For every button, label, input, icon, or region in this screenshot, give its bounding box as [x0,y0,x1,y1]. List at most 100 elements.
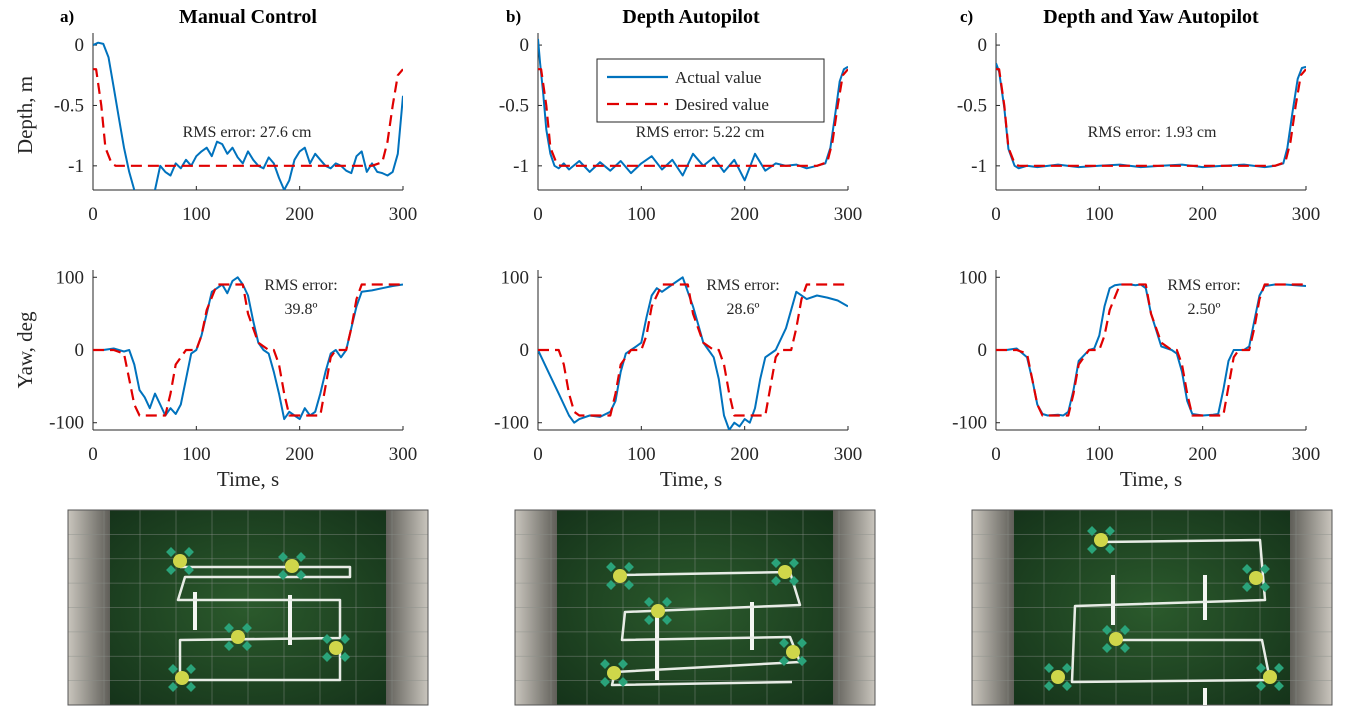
robot-body [1109,632,1123,646]
y-tick-label: -100 [49,413,84,434]
series-group [996,62,1306,170]
robot-fin [278,552,288,562]
robot-fin [278,570,288,580]
y-tick-label: -100 [952,413,987,434]
robot-fin [184,547,194,557]
series-desired-line [996,68,1306,167]
robot-marker [771,558,799,586]
chart-b-depth: 0 100 200 300 0 -0.5 -1 [499,33,862,225]
robot-fin [606,580,616,590]
rms-depth-a: RMS error: 27.6 cm [183,124,312,141]
x-tick-label: 100 [627,444,656,465]
robot-fin [779,638,789,648]
robot-marker [1242,564,1270,592]
robot-marker [1044,663,1072,691]
robot-fin [1120,625,1130,635]
robot-body [173,554,187,568]
robot-fin [1256,663,1266,673]
series-desired-line [538,68,848,167]
panel-a-header: a) Manual Control [60,6,317,28]
x-tick-label: 100 [1085,444,1114,465]
robot-body [613,569,627,583]
robot-fin [168,682,178,692]
panel-title-b: Depth Autopilot [622,6,760,28]
x-tick-label: 100 [627,204,656,225]
robot-fin [166,565,176,575]
x-tick-label: 300 [834,204,863,225]
plots: 0 100 200 300 0 -0.5 -1 0 100 200 300 0 -0.5 -1 0 100 20… [49,33,1320,465]
series-desired-line [93,68,403,167]
rms-yaw-a-line2: 39.8º [285,301,318,318]
robot-marker [224,623,252,651]
robot-fin [789,576,799,586]
y-tick-label: -1 [513,156,529,177]
robot-body [607,666,621,680]
robot-fin [1102,625,1112,635]
time-xlabel-a: Time, s [217,467,279,491]
robot-marker [1102,625,1130,653]
legend-label-desired: Desired value [675,95,769,114]
robot-marker [644,597,672,625]
y-tick-label: 0 [978,35,988,56]
robot-fin [771,576,781,586]
robot-fin [322,652,332,662]
y-tick-label: -1 [971,156,987,177]
robot-marker [779,638,807,666]
y-tick-label: 100 [56,267,85,288]
y-tick-label: -1 [68,156,84,177]
robot-fin [789,558,799,568]
x-tick-label: 100 [1085,204,1114,225]
y-tick-label: 0 [978,340,988,361]
photo-frame [971,509,1333,706]
robot-fin [296,570,306,580]
robot-fin [186,682,196,692]
robot-fin [1087,526,1097,536]
legend-label-actual: Actual value [675,68,761,87]
robot-fin [340,634,350,644]
robot-fin [662,615,672,625]
robot-fin [797,656,807,666]
panel-letter-c: c) [960,7,973,26]
photo-frame [514,509,876,706]
panel-title-a: Manual Control [179,6,317,28]
rms-yaw-b-line1: RMS error: [706,277,779,294]
x-tick-label: 200 [285,204,314,225]
robot-marker [606,562,634,590]
robot-fin [296,552,306,562]
robot-body [175,671,189,685]
robot-body [651,604,665,618]
x-tick-label: 0 [533,204,543,225]
robot-fin [1274,663,1284,673]
x-tick-label: 200 [730,444,759,465]
y-tick-label: 0 [520,340,530,361]
y-tick-label: 0 [75,35,85,56]
robot-fin [600,659,610,669]
y-tick-label: -0.5 [54,95,84,116]
robot-fin [224,623,234,633]
series-group [538,38,848,182]
x-tick-label: 0 [88,444,98,465]
time-xlabel-b: Time, s [660,467,722,491]
series-group [996,283,1306,417]
series-actual-line [538,276,848,430]
rms-yaw-c-line1: RMS error: [1167,277,1240,294]
robot-fin [644,597,654,607]
robot-fin [340,652,350,662]
series-actual-line [93,276,403,421]
robot-fin [618,677,628,687]
x-tick-label: 0 [533,444,543,465]
robot-marker [278,552,306,580]
robot-fin [322,634,332,644]
time-xlabel-c: Time, s [1120,467,1182,491]
panel-b-header: b) Depth Autopilot [506,6,760,28]
series-group [538,276,848,430]
robot-trajectory [176,565,352,682]
robot-body [1094,533,1108,547]
robot-marker [166,547,194,575]
panel-letter-a: a) [60,7,74,26]
panel-letter-b: b) [506,7,521,26]
robot-fin [1260,564,1270,574]
robot-fin [606,562,616,572]
